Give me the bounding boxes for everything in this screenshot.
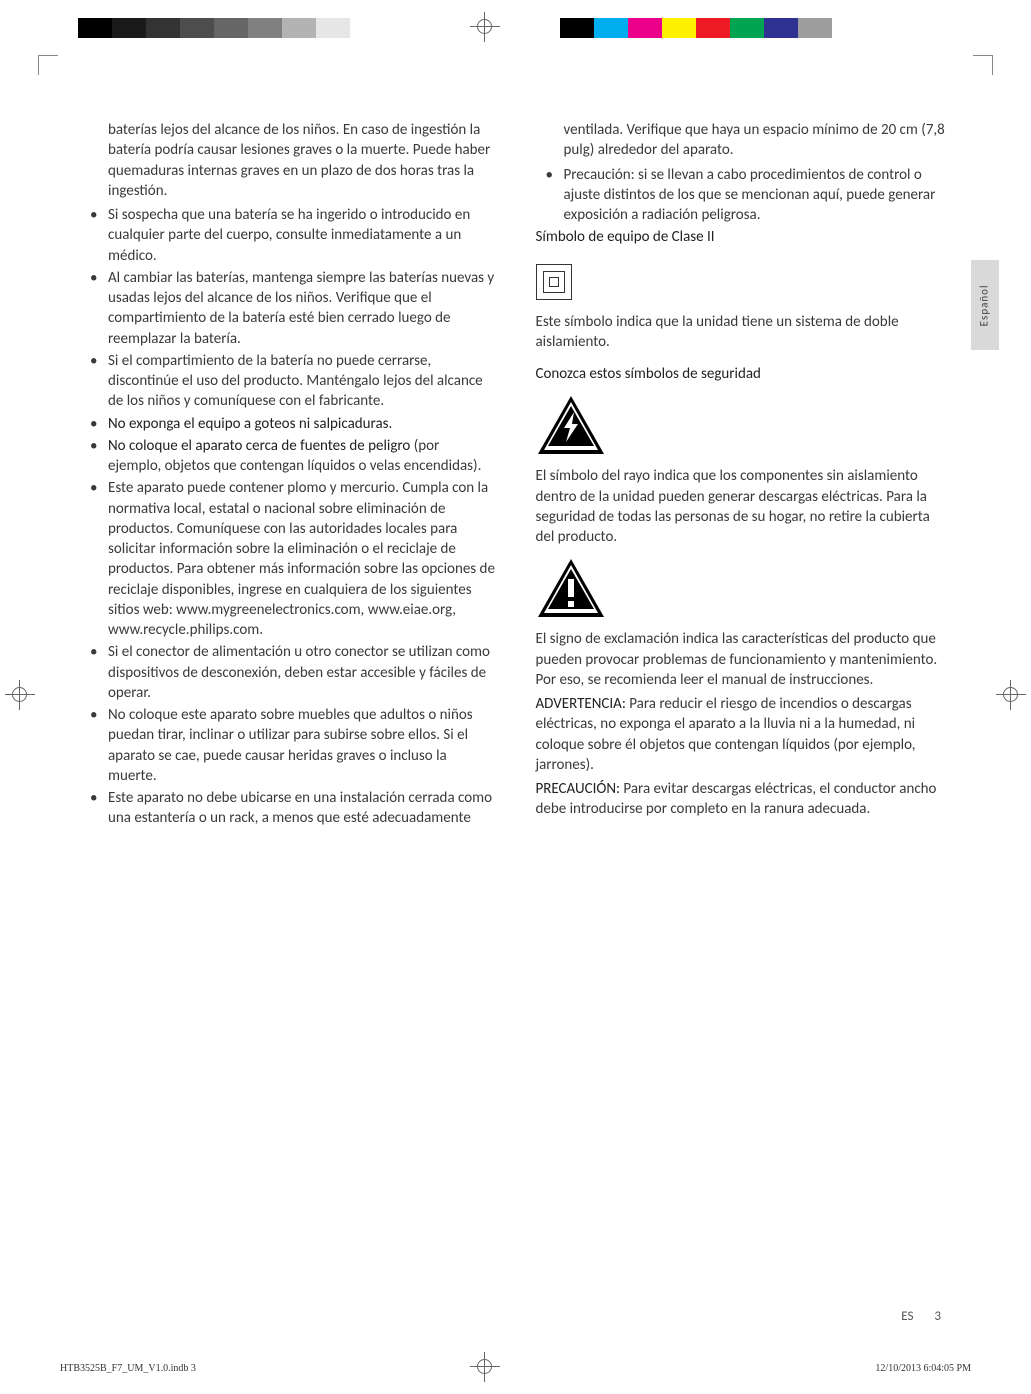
print-filename: HTB3525B_F7_UM_V1.0.indb 3 — [60, 1363, 196, 1374]
crop-mark — [38, 55, 58, 75]
print-job-footer: HTB3525B_F7_UM_V1.0.indb 3 12/10/2013 6:… — [60, 1363, 971, 1374]
swatch — [560, 18, 594, 38]
bold-text: No exponga el equipo a goteos ni salpica… — [108, 415, 392, 433]
list-item: Este aparato puede contener plomo y merc… — [80, 478, 496, 640]
exclamation-description: El signo de exclamación indica las carac… — [536, 629, 952, 690]
bullet-list-2: Precaución: si se llevan a cabo procedim… — [536, 165, 952, 226]
language-tab: Español — [971, 260, 999, 350]
safety-symbols-heading: Conozca estos símbolos de seguridad — [536, 364, 952, 384]
registration-mark-top — [470, 12, 500, 42]
color-swatches — [560, 18, 832, 38]
swatch — [112, 18, 146, 38]
list-item: Si el compartimiento de la batería no pu… — [80, 351, 496, 412]
continuation-text: ventilada. Verifique que haya un espacio… — [536, 120, 952, 161]
caution-paragraph: PRECAUCIÓN: Para evitar descargas eléctr… — [536, 779, 952, 820]
swatch — [730, 18, 764, 38]
swatch — [180, 18, 214, 38]
swatch — [146, 18, 180, 38]
left-column: baterías lejos del alcance de los niños.… — [80, 120, 496, 1304]
class2-symbol — [536, 264, 572, 300]
page-content: baterías lejos del alcance de los niños.… — [80, 120, 951, 1304]
list-item: No coloque este aparato sobre muebles qu… — [80, 705, 496, 786]
swatch — [214, 18, 248, 38]
list-item: Al cambiar las baterías, mantenga siempr… — [80, 268, 496, 349]
swatch — [248, 18, 282, 38]
warning-label: ADVERTENCIA: — [536, 695, 626, 713]
print-timestamp: 12/10/2013 6:04:05 PM — [875, 1363, 971, 1374]
swatch — [696, 18, 730, 38]
list-item: Este aparato no debe ubicarse en una ins… — [80, 788, 496, 829]
grayscale-swatches — [78, 18, 350, 38]
lightning-description: El símbolo del rayo indica que los compo… — [536, 466, 952, 547]
list-item: Precaución: si se llevan a cabo procedim… — [536, 165, 952, 226]
list-item: Si sospecha que una batería se ha ingeri… — [80, 205, 496, 266]
swatch — [316, 18, 350, 38]
class2-description: Este símbolo indica que la unidad tiene … — [536, 312, 952, 353]
footer-lang: ES — [901, 1309, 913, 1324]
swatch — [594, 18, 628, 38]
swatch — [282, 18, 316, 38]
print-registration-top — [0, 0, 1031, 50]
bold-text: No coloque el aparato cerca de fuentes d… — [108, 437, 410, 455]
swatch — [662, 18, 696, 38]
list-item: No exponga el equipo a goteos ni salpica… — [80, 414, 496, 434]
swatch — [628, 18, 662, 38]
exclamation-triangle-icon — [536, 557, 606, 619]
right-column: Español ventilada. Verifique que haya un… — [536, 120, 952, 1304]
intro-paragraph: baterías lejos del alcance de los niños.… — [80, 120, 496, 201]
bullet-list-1: Si sospecha que una batería se ha ingeri… — [80, 205, 496, 829]
page-footer: ES 3 — [901, 1309, 941, 1324]
lightning-triangle-icon — [536, 394, 606, 456]
swatch — [764, 18, 798, 38]
crop-mark — [973, 55, 993, 75]
list-item: Si el conector de alimentación u otro co… — [80, 642, 496, 703]
swatch — [798, 18, 832, 38]
list-item: No coloque el aparato cerca de fuentes d… — [80, 436, 496, 477]
footer-page-number: 3 — [934, 1309, 941, 1324]
language-tab-label: Español — [978, 284, 993, 326]
registration-mark-right — [996, 680, 1026, 710]
registration-mark-left — [5, 680, 35, 710]
swatch — [78, 18, 112, 38]
class2-heading: Símbolo de equipo de Clase II — [536, 227, 952, 247]
caution-label: PRECAUCIÓN: — [536, 780, 621, 798]
warning-paragraph: ADVERTENCIA: Para reducir el riesgo de i… — [536, 694, 952, 775]
